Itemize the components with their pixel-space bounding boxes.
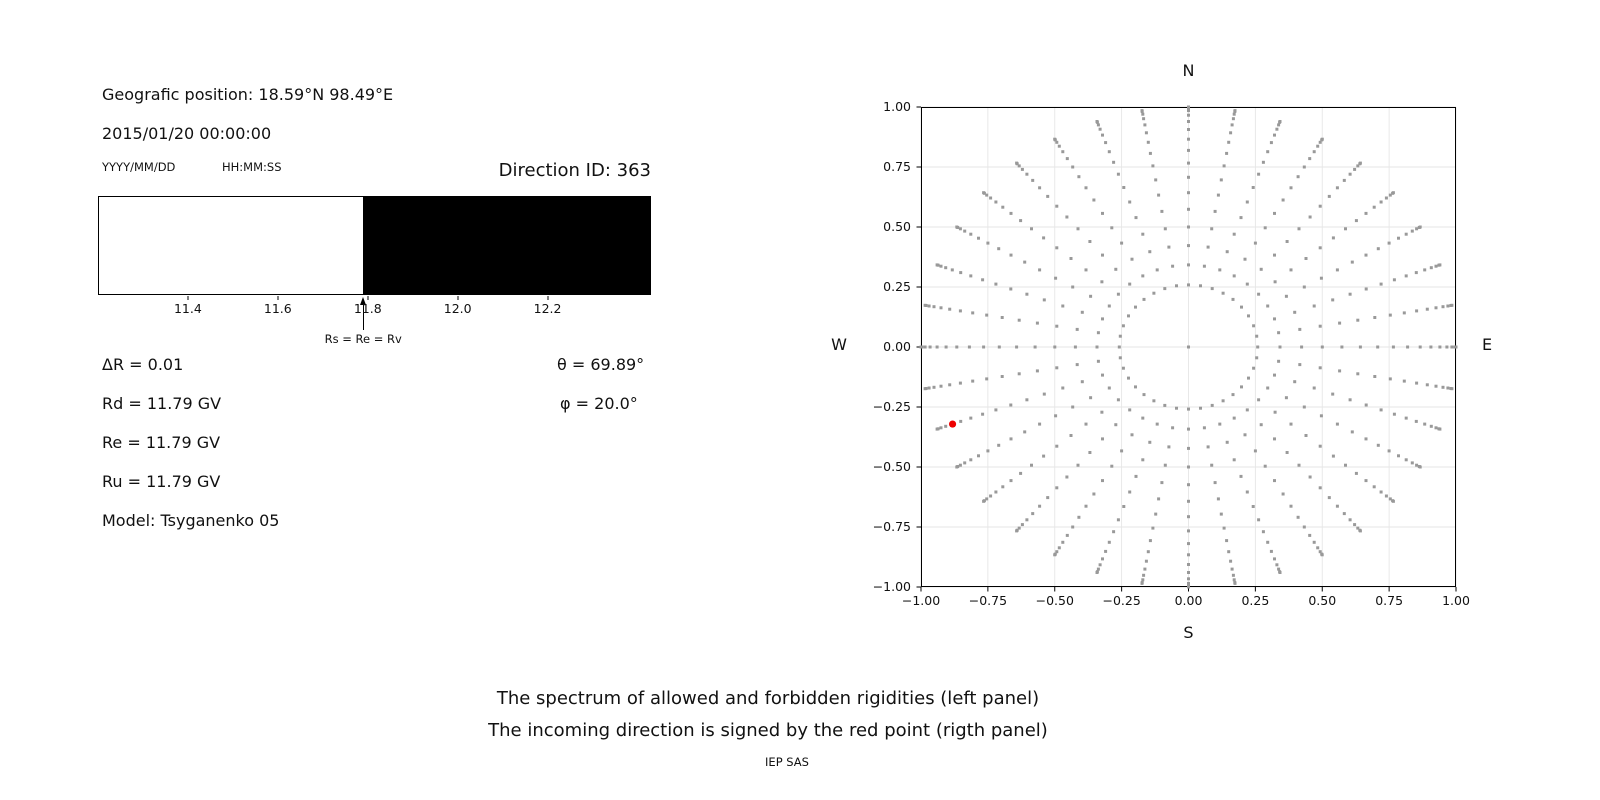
axis-tick-marks	[916, 106, 1457, 592]
direction-dots	[919, 105, 1458, 589]
spectrum-tick-mark	[547, 296, 549, 300]
spectrum-tick-mark	[457, 296, 459, 300]
spectrum-tick-mark	[277, 296, 279, 300]
spectrum-tick-mark	[187, 296, 189, 300]
compass-west-label: W	[831, 335, 847, 354]
delta-r-value: ΔR = 0.01	[102, 355, 184, 374]
x-tick-label: −1.00	[901, 593, 941, 608]
y-tick-label: 1.00	[883, 99, 911, 114]
direction-map-svg	[916, 105, 1458, 592]
time-format-hint: HH:MM:SS	[222, 160, 282, 174]
y-tick-label: 0.00	[883, 339, 911, 354]
theta-value: θ = 69.89°	[557, 355, 645, 374]
arrow-up-icon	[360, 297, 367, 305]
spectrum-tick-label: 12.0	[443, 301, 472, 316]
y-tick-label: −0.50	[872, 459, 911, 474]
cutoff-arrow-label: Rs = Re = Rv	[324, 332, 402, 346]
cutoff-arrow	[360, 297, 367, 330]
y-tick-label: −0.75	[872, 519, 911, 534]
x-tick-label: 1.00	[1442, 593, 1470, 608]
datetime-text: 2015/01/20 00:00:00	[102, 124, 272, 143]
x-tick-label: 0.25	[1241, 593, 1270, 608]
x-tick-label: −0.75	[968, 593, 1008, 608]
rigidity-spectrum-bar	[98, 196, 651, 295]
allowed-region	[99, 197, 364, 294]
red-incoming-direction-point	[948, 420, 957, 428]
re-value: Re = 11.79 GV	[102, 433, 221, 452]
caption-line-1: The spectrum of allowed and forbidden ri…	[496, 688, 1040, 709]
x-tick-label: 0.50	[1308, 593, 1337, 608]
compass-south-label: S	[1183, 623, 1194, 642]
compass-north-label: N	[1182, 61, 1195, 80]
spectrum-tick-label: 11.6	[263, 301, 292, 316]
date-format-hint: YYYY/MM/DD	[102, 160, 176, 174]
rd-value: Rd = 11.79 GV	[102, 394, 222, 413]
x-tick-label: 0.75	[1375, 593, 1404, 608]
spectrum-x-axis: Rs = Re = Rv 11.4 11.6 11.8 12.0 12.2	[98, 296, 651, 360]
y-tick-label: 0.50	[883, 219, 911, 234]
credit-text: IEP SAS	[765, 755, 809, 769]
caption-line-2: The incoming direction is signed by the …	[488, 720, 1048, 741]
x-tick-label: −0.25	[1102, 593, 1141, 608]
forbidden-region	[363, 197, 650, 294]
direction-id-text: Direction ID: 363	[498, 160, 651, 181]
spectrum-tick-mark	[367, 296, 369, 300]
x-tick-label: 0.00	[1174, 593, 1203, 608]
y-tick-label: 0.25	[883, 279, 911, 294]
spectrum-tick-label: 11.4	[173, 301, 202, 316]
compass-east-label: E	[1481, 335, 1493, 354]
y-tick-label: 0.75	[883, 159, 911, 174]
geographic-position-text: Geografic position: 18.59°N 98.49°E	[102, 85, 394, 104]
ru-value: Ru = 11.79 GV	[102, 472, 221, 491]
direction-map-plot: N S W E 1.00 0.75 0.50 0.25 0.00 −0.25 −0.50 −0…	[831, 61, 1492, 642]
y-tick-label: −0.25	[872, 399, 911, 414]
spectrum-tick-label: 12.2	[533, 301, 562, 316]
x-tick-label: −0.50	[1035, 593, 1074, 608]
spectrum-tick-label: 11.8	[353, 301, 382, 316]
model-name: Model: Tsyganenko 05	[102, 511, 280, 530]
phi-value: φ = 20.0°	[560, 394, 638, 413]
y-tick-label: −1.00	[872, 579, 911, 594]
